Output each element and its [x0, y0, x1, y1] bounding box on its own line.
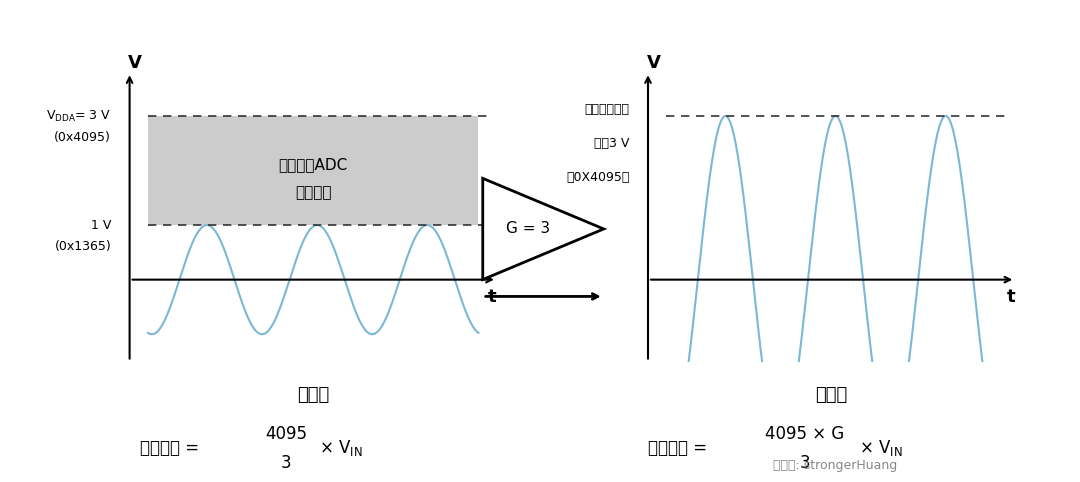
Text: 微信号: strongerHuang: 微信号: strongerHuang [766, 459, 897, 472]
Text: × V$_{\mathrm{IN}}$: × V$_{\mathrm{IN}}$ [319, 438, 362, 458]
Text: （0X4095）: （0X4095） [566, 171, 630, 184]
Text: 数字输出 =: 数字输出 = [648, 439, 707, 457]
Bar [148, 116, 478, 225]
Text: (0x1365): (0x1365) [54, 241, 111, 254]
Text: V: V [129, 54, 143, 72]
Text: 未使用的ADC: 未使用的ADC [279, 158, 348, 173]
Text: 4095 × G: 4095 × G [765, 425, 845, 443]
Text: 4095: 4095 [266, 425, 307, 443]
Text: 3: 3 [799, 454, 810, 472]
Text: 放大前: 放大前 [297, 386, 329, 404]
Text: 3: 3 [281, 454, 292, 472]
Text: 转换范围: 转换范围 [295, 185, 332, 200]
Text: 放大后: 放大后 [815, 386, 848, 404]
Polygon shape [483, 178, 604, 280]
Text: t: t [1007, 288, 1015, 306]
Text: G = 3: G = 3 [507, 221, 550, 237]
Text: $\mathdefault{V_{DDA}}$= 3 V: $\mathdefault{V_{DDA}}$= 3 V [46, 108, 111, 123]
Text: 值为3 V: 值为3 V [594, 137, 630, 150]
Text: 1 V: 1 V [91, 218, 111, 231]
Text: × V$_{\mathrm{IN}}$: × V$_{\mathrm{IN}}$ [859, 438, 902, 458]
Text: 输入信号最大: 输入信号最大 [584, 103, 630, 116]
Text: t: t [488, 288, 497, 306]
Text: 数字输出 =: 数字输出 = [140, 439, 200, 457]
Text: V: V [647, 54, 661, 72]
Text: (0x4095): (0x4095) [54, 131, 111, 144]
